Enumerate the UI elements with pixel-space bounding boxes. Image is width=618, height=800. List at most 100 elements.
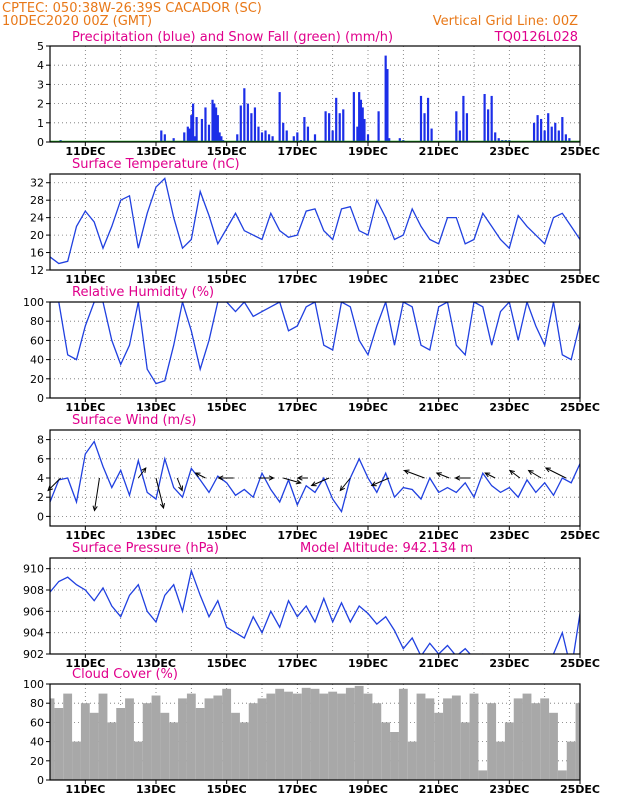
precip-bar	[564, 134, 567, 142]
panel-frame-humidity	[49, 301, 581, 399]
precip-bar	[458, 130, 461, 142]
cloud-cover-bar	[522, 693, 532, 780]
precip-bar	[303, 117, 306, 142]
humidity-line	[50, 302, 580, 385]
x-tick-label-temperature: 23DEC	[489, 273, 529, 286]
precip-bar	[190, 115, 193, 142]
y-tick-label-humidity: 100	[23, 296, 44, 309]
wind-vector-head	[159, 503, 165, 510]
wind-vector	[155, 477, 164, 509]
x-tick-label-precipitation: 19DEC	[348, 145, 388, 158]
panel-temperature: 12 16 20 24 28 32 11DEC 13DEC 15DEC 17DEC 19DEC 21D…	[30, 173, 600, 286]
precip-bar	[250, 113, 253, 142]
panel-frame-cloud-cover	[49, 683, 581, 781]
precip-bar	[561, 117, 564, 142]
x-tick-label-precipitation: 21DEC	[419, 145, 459, 158]
precip-bar	[547, 113, 550, 142]
panel-precipitation: 0 1 2 3 4 5 11DEC 13DEC 15DEC 17DEC 19DEC 21DEC 23DE…	[37, 40, 600, 158]
header-model-code: TQ0126L028	[494, 30, 578, 45]
wind-vector-head	[508, 469, 515, 476]
cloud-cover-bar	[319, 693, 329, 780]
precip-bar	[278, 92, 281, 142]
x-tick-label-humidity: 13DEC	[136, 401, 176, 414]
x-tick-label-pressure: 21DEC	[419, 657, 459, 670]
wind-vector-head	[403, 469, 410, 475]
x-tick-label-temperature: 19DEC	[348, 273, 388, 286]
wind-vector	[545, 467, 567, 479]
precip-bar	[267, 134, 271, 142]
cloud-cover-bar	[390, 732, 399, 780]
cloud-cover-bar	[107, 722, 117, 780]
cloud-cover-bar	[345, 687, 355, 780]
precip-bar	[359, 99, 363, 142]
cloud-cover-bar	[213, 695, 223, 780]
x-tick-label-wind: 21DEC	[419, 529, 459, 542]
y-tick-label-humidity: 40	[30, 354, 44, 367]
precip-bar	[236, 134, 239, 142]
cloud-cover-bar	[504, 722, 514, 780]
precip-bar	[532, 122, 536, 142]
precip-bar	[204, 107, 207, 142]
x-tick-label-pressure: 25DEC	[560, 657, 600, 670]
x-tick-label-pressure: 19DEC	[348, 657, 388, 670]
cloud-cover-bar	[487, 703, 497, 780]
precip-bar	[296, 132, 299, 142]
y-tick-label-pressure: 902	[23, 648, 44, 661]
y-tick-label-cloud-cover: 60	[30, 716, 44, 729]
precip-bar	[536, 115, 539, 142]
x-tick-label-wind: 15DEC	[207, 529, 247, 542]
wind-vector-head	[527, 469, 534, 475]
precip-bar	[361, 107, 364, 142]
precip-bar	[543, 130, 546, 142]
cloud-cover-bar	[478, 770, 488, 780]
x-tick-label-humidity: 23DEC	[489, 401, 529, 414]
precip-bar	[342, 109, 345, 142]
precip-bar	[419, 95, 423, 142]
precip-bar	[338, 113, 341, 142]
y-tick-label-wind: 4	[37, 472, 44, 485]
cloud-cover-bar	[116, 708, 126, 780]
precip-bar	[550, 126, 553, 142]
y-tick-label-temperature: 20	[30, 229, 44, 242]
wind-vector-head	[194, 472, 201, 478]
precip-bar	[282, 122, 285, 142]
cloud-cover-bar	[222, 688, 232, 780]
y-tick-label-humidity: 80	[30, 315, 44, 328]
precip-bar	[377, 111, 380, 142]
panel-title-temperature: Surface Temperature (nC)	[72, 157, 240, 172]
precip-bar	[335, 97, 338, 142]
cloud-cover-bar	[557, 770, 567, 780]
cloud-cover-bar	[63, 693, 73, 780]
y-tick-label-pressure: 904	[23, 627, 44, 640]
x-tick-label-cloud-cover: 19DEC	[348, 783, 388, 796]
precip-bar	[306, 126, 310, 142]
y-tick-label-humidity: 0	[37, 392, 44, 405]
wind-vector	[311, 477, 330, 486]
y-tick-label-temperature: 32	[30, 177, 44, 190]
x-tick-label-humidity: 17DEC	[277, 401, 317, 414]
precip-bar	[253, 107, 257, 142]
y-tick-label-wind: 2	[37, 491, 44, 504]
cloud-cover-bar	[80, 703, 90, 780]
wind-vector	[176, 477, 183, 491]
y-tick-label-precipitation: 0	[37, 136, 44, 149]
precip-bar	[188, 128, 191, 142]
cloud-cover-bar	[248, 703, 258, 780]
cloud-cover-bar	[169, 722, 179, 780]
x-tick-label-wind: 19DEC	[348, 529, 388, 542]
cloud-cover-bar	[575, 703, 580, 780]
x-tick-label-humidity: 19DEC	[348, 401, 388, 414]
y-tick-label-cloud-cover: 0	[37, 774, 44, 787]
cloud-cover-bar	[381, 722, 391, 780]
precip-bar	[328, 113, 331, 142]
precip-bar	[211, 99, 214, 142]
y-tick-label-precipitation: 1	[37, 117, 44, 130]
wind-vector-head	[178, 485, 183, 492]
panel-frame-pressure	[49, 557, 581, 655]
precip-bar	[426, 97, 430, 142]
panel-wind: 0 2 4 6 8 11DEC 13DEC 15DEC 17DEC 19DEC 21DEC 23DEC…	[37, 429, 600, 542]
precip-bar	[490, 95, 493, 142]
cloud-cover-bar	[195, 708, 205, 780]
panel-title-pressure: Surface Pressure (hPa)	[72, 541, 219, 556]
cloud-cover-bar	[513, 698, 523, 780]
